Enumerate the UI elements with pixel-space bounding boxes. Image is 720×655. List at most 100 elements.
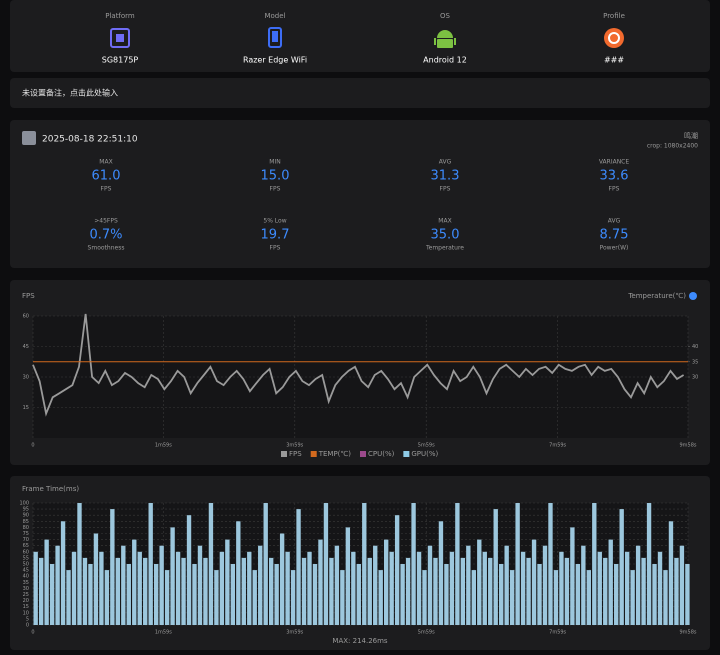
x-tick-label: 9m58s xyxy=(679,443,696,449)
bar xyxy=(559,551,564,625)
bar xyxy=(416,551,422,625)
stat-value: 0.7% xyxy=(89,228,122,243)
bar xyxy=(624,551,630,625)
legend-swatch xyxy=(403,451,410,457)
x-tick-label: 0 xyxy=(31,630,34,636)
stat-value: 33.6 xyxy=(600,169,629,184)
bar xyxy=(564,557,570,625)
bar xyxy=(44,539,49,625)
bar xyxy=(38,557,44,625)
bar xyxy=(186,515,192,625)
session-time: 2025-08-18 22:51:10 xyxy=(42,135,138,145)
bar xyxy=(148,503,153,625)
bar xyxy=(531,539,537,625)
bar xyxy=(674,557,679,625)
bar xyxy=(334,545,340,625)
y-tick-label: 85 xyxy=(23,519,29,525)
y-tick-label: 20 xyxy=(23,598,29,604)
bar xyxy=(384,539,389,625)
bar xyxy=(279,533,285,625)
bar xyxy=(181,557,186,625)
bar xyxy=(307,551,312,625)
bar xyxy=(121,545,126,625)
android-icon xyxy=(434,30,456,48)
y2-title: Temperature(℃) xyxy=(627,292,686,300)
bar xyxy=(247,551,252,625)
y-tick-label: 100 xyxy=(19,501,29,507)
stat-label: AVG xyxy=(608,218,621,225)
bar xyxy=(356,564,361,625)
bar xyxy=(33,551,38,625)
bar xyxy=(345,527,351,625)
bar xyxy=(219,551,225,625)
y2-tick-label: 35 xyxy=(692,359,698,365)
bar xyxy=(268,557,274,625)
bar xyxy=(603,557,608,625)
x-tick-label: 5m59s xyxy=(418,443,435,449)
phone-icon xyxy=(268,27,282,48)
bar xyxy=(592,503,597,625)
temp-toggle[interactable] xyxy=(689,292,697,300)
bar xyxy=(312,564,318,625)
bar xyxy=(329,557,334,625)
stat-label: MIN xyxy=(269,159,280,166)
bar xyxy=(427,545,433,625)
bar xyxy=(82,557,88,625)
stat-unit: FPS xyxy=(609,186,620,193)
note-input[interactable]: 未设置备注，点击此处输入 xyxy=(22,88,118,98)
bar xyxy=(657,551,663,625)
bar xyxy=(575,564,581,625)
bar xyxy=(252,570,257,625)
bar xyxy=(471,570,476,625)
stat-label: >45FPS xyxy=(94,218,118,225)
legend-label: FPS xyxy=(289,450,302,458)
bar xyxy=(509,570,515,625)
stat-label: MAX xyxy=(438,218,451,225)
bar xyxy=(614,564,619,625)
bar xyxy=(60,521,66,625)
chip-icon xyxy=(110,28,130,48)
stat-unit: FPS xyxy=(270,186,281,193)
bar xyxy=(115,557,121,625)
x-tick-label: 7m59s xyxy=(549,630,566,636)
bar xyxy=(362,503,367,625)
bar xyxy=(164,570,170,625)
chart-footer: MAX: 214.26ms xyxy=(332,637,388,645)
stat-value: 19.7 xyxy=(261,228,290,243)
chart-title: Frame Time(ms) xyxy=(22,485,79,493)
x-tick-label: 5m59s xyxy=(418,630,435,636)
stat-unit: Power(W) xyxy=(600,245,629,252)
bar xyxy=(285,551,290,625)
bar xyxy=(214,570,219,625)
bar xyxy=(515,503,520,625)
bar xyxy=(493,509,498,625)
bar xyxy=(449,551,455,625)
y-tick-label: 10 xyxy=(23,610,29,616)
note-card[interactable] xyxy=(10,78,710,108)
bar xyxy=(597,551,602,625)
stat-value: 31.3 xyxy=(431,169,460,184)
y-tick-label: 90 xyxy=(23,513,29,519)
bar xyxy=(318,539,323,625)
series-line xyxy=(32,313,685,417)
legend-label: TEMP(℃) xyxy=(318,450,352,458)
bar xyxy=(537,564,542,625)
bar xyxy=(170,527,175,625)
bar xyxy=(548,503,553,625)
y-tick-label: 15 xyxy=(23,604,29,610)
legend-swatch xyxy=(281,451,287,457)
device-value: SG8175P xyxy=(102,56,139,65)
x-tick-label: 1m59s xyxy=(155,630,172,636)
y-tick-label: 60 xyxy=(23,549,29,555)
bar xyxy=(619,509,624,625)
bar xyxy=(71,551,77,625)
bar xyxy=(236,521,241,625)
bar xyxy=(553,570,559,625)
device-card xyxy=(10,0,710,72)
bar xyxy=(668,521,674,625)
stat-label: 5% Low xyxy=(263,218,286,225)
bar xyxy=(137,551,142,625)
x-tick-label: 3m59s xyxy=(286,443,303,449)
